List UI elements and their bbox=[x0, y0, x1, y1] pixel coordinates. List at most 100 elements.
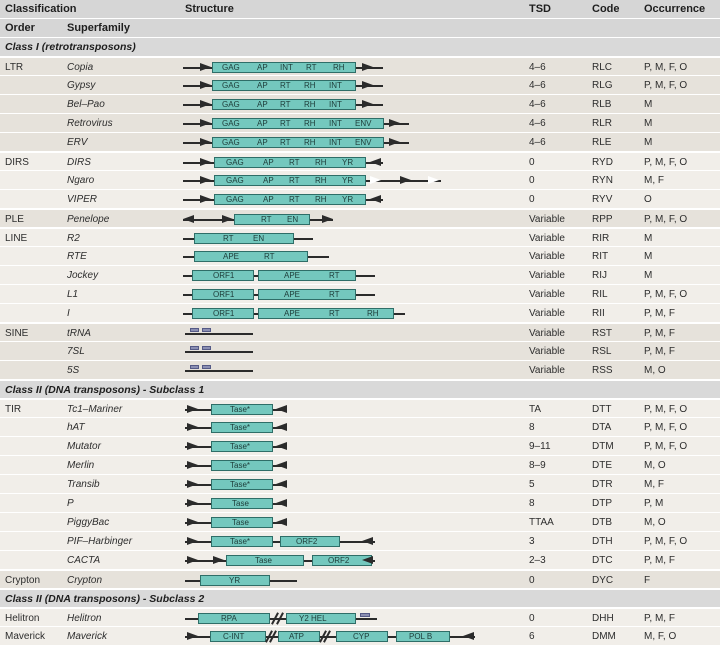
tsd-cell: Variable bbox=[529, 289, 565, 300]
section-class-2-subclass-2: Class II (DNA transposons) - Subclass 2 bbox=[0, 588, 720, 607]
superfamily-cell: Jockey bbox=[67, 270, 99, 281]
code-cell: RLR bbox=[592, 118, 613, 129]
code-cell: RIL bbox=[592, 289, 608, 300]
structure-diagram: GAG AP RT RH INT ENV bbox=[180, 114, 520, 133]
occurrence-cell: P, M, F, O bbox=[644, 404, 688, 415]
table-row: Merlin Tase* 8–9 DTE M, O bbox=[0, 455, 720, 474]
table-row: DIRS DIRS GAG AP RT RH YR 0 RYD P, M, F, O bbox=[0, 151, 720, 170]
tsd-cell: Variable bbox=[529, 365, 565, 376]
section-title: Class I (retrotransposons) bbox=[5, 41, 136, 53]
tsd-cell: 4–6 bbox=[529, 137, 546, 148]
code-cell: DTT bbox=[592, 404, 612, 415]
structure-header: Structure bbox=[185, 3, 234, 15]
superfamily-cell: RTE bbox=[67, 251, 87, 262]
structure-diagram: APE RT bbox=[180, 247, 520, 266]
occurrence-cell: F bbox=[644, 575, 651, 586]
code-cell: DTC bbox=[592, 555, 613, 566]
code-cell: RYN bbox=[592, 175, 613, 186]
code-cell: DTR bbox=[592, 479, 613, 490]
table-row: CACTA Tase ORF2 2–3 DTC P, M, F bbox=[0, 550, 720, 569]
superfamily-cell: DIRS bbox=[67, 157, 91, 168]
occurrence-cell: M bbox=[644, 118, 653, 129]
structure-diagram: ORF1 APE RT bbox=[180, 266, 520, 285]
code-cell: DMM bbox=[592, 631, 616, 642]
order-cell: SINE bbox=[5, 328, 29, 339]
tsd-cell: 0 bbox=[529, 194, 535, 205]
structure-diagram: GAG AP RT RH INT ENV bbox=[180, 133, 520, 152]
table-row: 7SL Variable RSL P, M, F bbox=[0, 341, 720, 360]
tsd-cell: 2–3 bbox=[529, 555, 546, 566]
tsd-cell: 4–6 bbox=[529, 99, 546, 110]
tsd-header: TSD bbox=[529, 3, 551, 15]
occurrence-cell: P, M, F bbox=[644, 555, 675, 566]
table-row: Helitron Helitron RPA Y2 HEL 0 DHH P, M,… bbox=[0, 607, 720, 626]
code-cell: DHH bbox=[592, 613, 614, 624]
code-cell: DTM bbox=[592, 441, 614, 452]
order-cell: Maverick bbox=[5, 631, 46, 642]
superfamily-cell: Merlin bbox=[67, 460, 95, 471]
table-row: Bel–Pao GAG AP RT RH INT 4–6 RLB M bbox=[0, 94, 720, 113]
occurrence-cell: M, O bbox=[644, 365, 666, 376]
table-row: P Tase 8 DTP P, M bbox=[0, 493, 720, 512]
superfamily-cell: R2 bbox=[67, 233, 80, 244]
superfamily-cell: tRNA bbox=[67, 328, 91, 339]
tsd-cell: 9–11 bbox=[529, 441, 551, 452]
tsd-cell: Variable bbox=[529, 270, 565, 281]
structure-diagram: Tase* bbox=[180, 456, 520, 475]
superfamily-cell: Ngaro bbox=[67, 175, 95, 186]
code-cell: RYV bbox=[592, 194, 613, 205]
section-class-1: Class I (retrotransposons) bbox=[0, 37, 720, 56]
tsd-cell: 6 bbox=[529, 631, 535, 642]
order-cell: PLE bbox=[5, 214, 24, 225]
tsd-cell: 0 bbox=[529, 613, 535, 624]
occurrence-cell: M bbox=[644, 137, 653, 148]
occurrence-cell: P, M, F, O bbox=[644, 536, 688, 547]
superfamily-cell: Helitron bbox=[67, 613, 102, 624]
code-cell: RLE bbox=[592, 137, 612, 148]
tsd-cell: 0 bbox=[529, 175, 535, 186]
tsd-cell: Variable bbox=[529, 328, 565, 339]
section-title: Class II (DNA transposons) - Subclass 2 bbox=[5, 593, 205, 605]
table-row: Crypton Crypton YR 0 DYC F bbox=[0, 569, 720, 588]
tsd-cell: 4–6 bbox=[529, 118, 546, 129]
table-row: Jockey ORF1 APE RT Variable RIJ M bbox=[0, 265, 720, 284]
superfamily-cell: 7SL bbox=[67, 346, 85, 357]
superfamily-cell: VIPER bbox=[67, 194, 98, 205]
code-cell: DTE bbox=[592, 460, 612, 471]
table-row: Gypsy GAG AP RT RH INT 4–6 RLG P, M, F, O bbox=[0, 75, 720, 94]
structure-diagram: ORF1 APE RT RH bbox=[180, 304, 520, 323]
occurrence-cell: P, M, F, O bbox=[644, 62, 688, 73]
structure-diagram bbox=[180, 342, 520, 361]
tsd-cell: TA bbox=[529, 404, 542, 415]
code-cell: RIR bbox=[592, 233, 610, 244]
code-cell: RST bbox=[592, 328, 612, 339]
tsd-cell: 8 bbox=[529, 422, 535, 433]
occurrence-cell: P, M, F, O bbox=[644, 157, 688, 168]
superfamily-cell: hAT bbox=[67, 422, 85, 433]
occurrence-cell: P, M, F bbox=[644, 613, 675, 624]
superfamily-cell: 5S bbox=[67, 365, 80, 376]
tsd-cell: 4–6 bbox=[529, 62, 546, 73]
table-subheader: Order Superfamily bbox=[0, 18, 720, 37]
structure-diagram: Tase* bbox=[180, 475, 520, 494]
section-class-2-subclass-1: Class II (DNA transposons) - Subclass 1 bbox=[0, 379, 720, 398]
structure-diagram: GAG AP RT RH INT bbox=[180, 76, 520, 95]
tsd-cell: 4–6 bbox=[529, 80, 546, 91]
occurrence-cell: M bbox=[644, 99, 653, 110]
table-row: RTE APE RT Variable RIT M bbox=[0, 246, 720, 265]
code-cell: RLB bbox=[592, 99, 612, 110]
order-cell: Crypton bbox=[5, 575, 41, 586]
occurrence-cell: M bbox=[644, 251, 653, 262]
tsd-cell: TTAA bbox=[529, 517, 554, 528]
structure-diagram: Tase* bbox=[180, 400, 520, 419]
occurrence-cell: P, M, F, O bbox=[644, 80, 688, 91]
table-row: hAT Tase* 8 DTA P, M, F, O bbox=[0, 417, 720, 436]
order-cell: DIRS bbox=[5, 157, 29, 168]
superfamily-cell: PiggyBac bbox=[67, 517, 110, 528]
superfamily-cell: Copia bbox=[67, 62, 94, 73]
superfamily-cell: Mutator bbox=[67, 441, 101, 452]
table-row: Retrovirus GAG AP RT RH INT ENV 4–6 RLR M bbox=[0, 113, 720, 132]
code-cell: RSL bbox=[592, 346, 612, 357]
section-title: Class II (DNA transposons) - Subclass 1 bbox=[5, 384, 205, 396]
superfamily-cell: Retrovirus bbox=[67, 118, 113, 129]
